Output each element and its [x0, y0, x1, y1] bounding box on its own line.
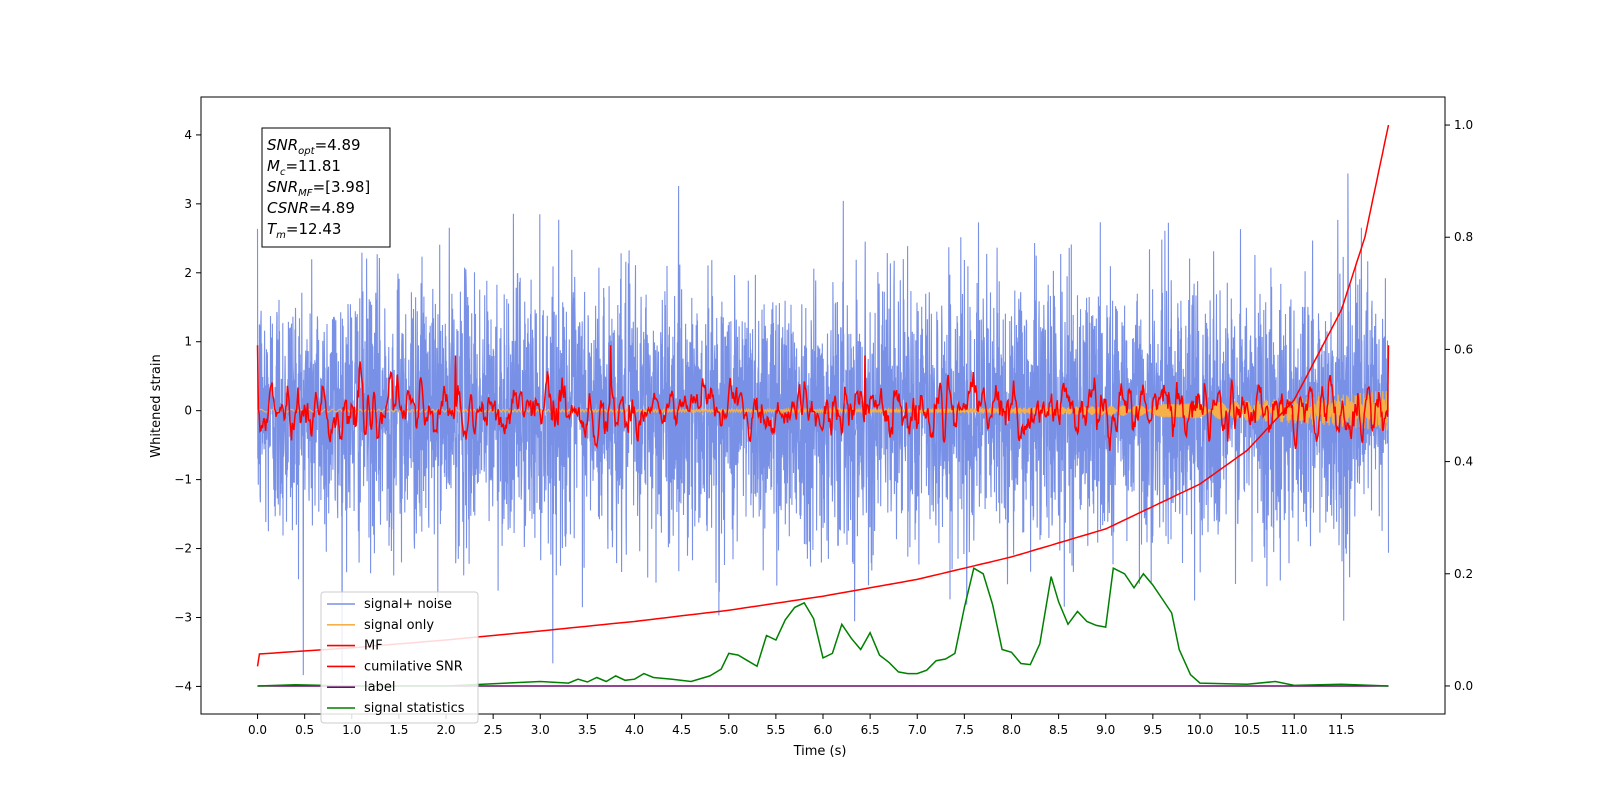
y-tick-label-right: 0.6 — [1454, 342, 1473, 356]
x-tick-label: 4.0 — [625, 723, 644, 737]
y-tick-label-right: 0.8 — [1454, 230, 1473, 244]
y-axis-label: Whitened strain — [149, 354, 164, 457]
x-tick-label: 2.0 — [436, 723, 455, 737]
x-tick-label: 1.0 — [342, 723, 361, 737]
series-mf — [256, 345, 1390, 451]
series-signal-only — [257, 391, 1390, 431]
y-tick-label-right: 0.0 — [1454, 679, 1473, 693]
legend-entry: cumilative SNR — [364, 659, 463, 674]
x-tick-label: 2.5 — [484, 723, 503, 737]
y-tick-label-left: 0 — [184, 404, 192, 418]
legend-frame — [320, 591, 479, 724]
annotation-frame — [261, 127, 391, 248]
annotation-line: SNRopt=4.89 — [267, 136, 361, 157]
x-tick-label: 7.5 — [955, 723, 974, 737]
x-tick-label: 10.5 — [1234, 723, 1261, 737]
legend-entry: signal only — [364, 618, 434, 633]
x-tick-label: 5.5 — [766, 723, 785, 737]
y-tick-label-left: −3 — [174, 610, 192, 624]
legend: signal+ noise signal only MF cumilative SNR… — [320, 591, 479, 724]
legend-entry: MF — [364, 639, 383, 654]
x-tick-label: 6.5 — [861, 723, 880, 737]
series-signal-statistics — [257, 567, 1389, 687]
y-tick-label-right: 1.0 — [1454, 118, 1473, 132]
legend-entry: label — [364, 680, 395, 695]
y-tick-label-left: 2 — [184, 266, 192, 280]
y-axis-left: 4 3 2 1 0 −1 −2 −3 −4 — [174, 128, 201, 693]
series-signal-noise — [256, 173, 1390, 684]
x-tick-label: 6.0 — [813, 723, 832, 737]
x-tick-label: 3.0 — [531, 723, 550, 737]
y-tick-label-left: 4 — [184, 128, 192, 142]
x-tick-label: 0.0 — [248, 723, 267, 737]
annotation-line: Mc=11.81 — [267, 157, 341, 178]
y-tick-label-right: 0.4 — [1454, 455, 1473, 469]
x-tick-label: 9.0 — [1096, 723, 1115, 737]
y-axis-right: 0.0 0.2 0.4 0.6 0.8 1.0 — [1445, 118, 1473, 693]
annotation-line: Tm=12.43 — [267, 220, 341, 241]
annotation-line: CSNR=4.89 — [267, 199, 355, 217]
x-tick-label: 8.5 — [1049, 723, 1068, 737]
y-tick-label-left: −4 — [174, 679, 192, 693]
y-tick-label-right: 0.2 — [1454, 567, 1473, 581]
x-tick-label: 7.0 — [908, 723, 927, 737]
x-tick-label: 3.5 — [578, 723, 597, 737]
x-tick-label: 8.0 — [1002, 723, 1021, 737]
x-tick-label: 1.5 — [389, 723, 408, 737]
stats-annotation-box: SNRopt=4.89Mc=11.81SNRMF=[3.98]CSNR=4.89… — [261, 127, 391, 248]
legend-entry: signal statistics — [364, 701, 465, 716]
x-tick-label: 11.5 — [1328, 723, 1355, 737]
y-tick-label-left: 1 — [184, 335, 192, 349]
x-tick-label: 11.0 — [1281, 723, 1308, 737]
x-tick-label: 5.0 — [719, 723, 738, 737]
y-tick-label-left: −1 — [174, 473, 192, 487]
x-axis: 0.0 0.5 1.0 1.5 2.0 2.5 3.0 3.5 4.0 4.5 5.0 5.5 6.0 6… — [248, 714, 1355, 737]
x-tick-label: 4.5 — [672, 723, 691, 737]
x-tick-label: 9.5 — [1143, 723, 1162, 737]
y-tick-label-left: −2 — [174, 542, 192, 556]
legend-entry: signal+ noise — [364, 597, 452, 612]
annotation-line: SNRMF=[3.98] — [267, 178, 370, 199]
x-tick-label: 0.5 — [295, 723, 314, 737]
y-tick-label-left: 3 — [184, 197, 192, 211]
x-axis-label: Time (s) — [793, 744, 847, 759]
x-tick-label: 10.0 — [1187, 723, 1214, 737]
